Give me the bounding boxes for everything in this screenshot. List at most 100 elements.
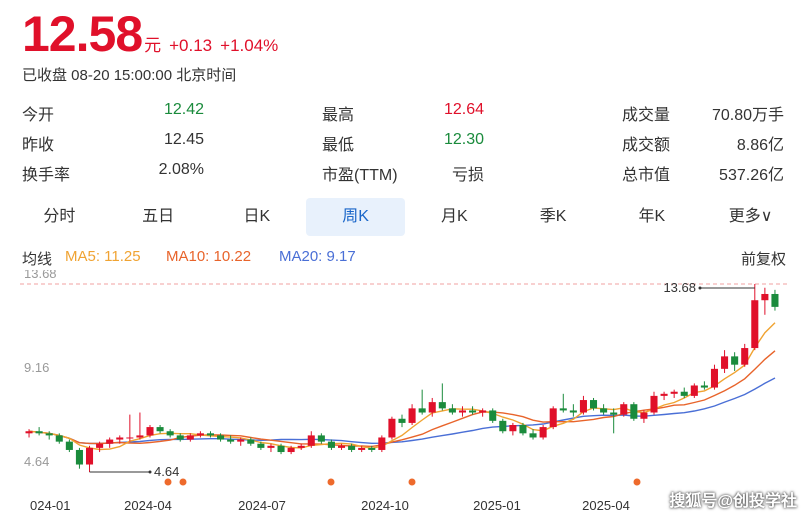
candle-body (156, 427, 164, 432)
candle-body (247, 439, 255, 444)
candle-body (277, 445, 285, 453)
ma20-value: MA20: 9.17 (279, 248, 356, 265)
candle-body (287, 447, 295, 453)
ma5-line (28, 322, 776, 451)
event-marker (179, 478, 187, 486)
ma-legend: 均线 MA5: 11.25 MA10: 10.22 MA20: 9.17 前复权 (22, 248, 786, 268)
price-change-percent: +1.04% (220, 36, 279, 55)
candle-body (721, 356, 729, 369)
stat-label: 最高 (322, 107, 355, 124)
x-tick-label: 024-01 (30, 498, 70, 513)
candle-body (751, 300, 759, 349)
candle-body (307, 435, 315, 446)
candle-body (640, 412, 648, 419)
tab-5[interactable]: 季K (539, 208, 567, 225)
candle-body (579, 400, 587, 413)
y-tick-label: 13.68 (24, 270, 57, 281)
candle-body (317, 435, 325, 442)
candle-body (660, 393, 668, 396)
candle-body (731, 356, 739, 365)
candle-body (710, 368, 719, 388)
candle-body (680, 391, 688, 396)
stat-label: 最低 (322, 137, 355, 154)
stat-label: 成交额 (622, 137, 671, 154)
candle-body (85, 447, 94, 465)
ma-title: 均线 (22, 251, 53, 268)
tab-7[interactable]: 更多∨ (728, 208, 773, 225)
candle-body (116, 437, 124, 440)
candle-body (217, 435, 225, 440)
y-tick-label: 4.64 (24, 454, 49, 469)
candle-body (368, 447, 376, 450)
candle-body (146, 427, 154, 436)
watermark: 搜狐号@创投学社 (669, 493, 797, 510)
candle-body (690, 385, 698, 396)
candle-body (479, 410, 487, 413)
tab-0[interactable]: 分时 (43, 208, 76, 225)
event-marker (327, 478, 335, 486)
x-tick-label: 2024-04 (124, 498, 172, 513)
stat-label: 今开 (22, 107, 55, 124)
adjust-mode-button[interactable]: 前复权 (740, 251, 786, 268)
tab-6[interactable]: 年K (638, 208, 666, 225)
candle-body (65, 441, 73, 450)
tab-1[interactable]: 五日 (142, 208, 175, 225)
stat-label: 换手率 (22, 167, 71, 184)
kline-chart[interactable]: 13.68 9.16 4.64 13.68 4.64 024-01 2024-04 2024-… (0, 270, 811, 521)
event-marker (164, 478, 172, 486)
candle-body (559, 408, 567, 411)
candle-body (388, 418, 396, 438)
tab-4[interactable]: 月K (441, 208, 468, 225)
candle-body (469, 410, 477, 413)
candle-body (549, 408, 557, 428)
candle-body (489, 410, 497, 421)
stat-value: 8.86亿 (736, 137, 784, 154)
candle-body (237, 439, 245, 442)
candle-body (761, 293, 769, 301)
tab-2[interactable]: 日K (243, 208, 271, 225)
candle-body (297, 445, 305, 448)
candle-body (418, 408, 426, 413)
stat-label: 昨收 (22, 137, 55, 154)
candle-body (35, 431, 43, 434)
candle-body (227, 439, 235, 442)
candle-body (650, 395, 658, 413)
stat-value: 12.64 (443, 101, 484, 118)
stat-value: 12.45 (163, 131, 204, 148)
current-price: 12.58 (22, 6, 143, 62)
stats-row: 今开 12.42 最高 12.64 成交量 70.80万手 (22, 98, 786, 128)
candle-body (589, 400, 598, 409)
candle-body (378, 437, 386, 450)
price-unit: 元 (144, 36, 162, 55)
ma10-value: MA10: 10.22 (166, 248, 252, 265)
event-marker (408, 478, 416, 486)
candle-body (428, 402, 436, 413)
candle-body (45, 433, 53, 436)
stat-value: 70.80万手 (711, 107, 784, 124)
stat-label: 总市值 (622, 167, 671, 184)
x-tick-label: 2025-01 (473, 498, 521, 513)
max-pointer-dot (698, 286, 702, 290)
candle-body (206, 433, 215, 436)
candle-body (438, 402, 446, 409)
candle-body (448, 408, 456, 413)
candle-body (257, 443, 265, 448)
candle-body (55, 435, 63, 442)
candle-body (327, 441, 335, 448)
candle-body (196, 433, 204, 436)
stats-grid: 今开 12.42 最高 12.64 成交量 70.80万手 昨收 12.45 最低 12.30 成交… (22, 98, 786, 188)
candle-body (186, 435, 194, 440)
candle-body (741, 348, 749, 365)
candle-body (106, 439, 114, 444)
min-label: 4.64 (154, 464, 179, 479)
candle-body (620, 404, 628, 415)
candle-body (569, 410, 577, 413)
stat-value: 2.08% (158, 161, 204, 178)
y-tick-label: 9.16 (24, 360, 49, 375)
tab-3[interactable]: 周K (306, 198, 405, 236)
stat-value: 12.42 (163, 101, 204, 118)
stats-row: 昨收 12.45 最低 12.30 成交额 8.86亿 (22, 128, 786, 158)
candle-body (166, 431, 174, 436)
price-header: 12.58 元 +0.13 +1.04% (22, 8, 278, 60)
candle-body (408, 408, 416, 423)
